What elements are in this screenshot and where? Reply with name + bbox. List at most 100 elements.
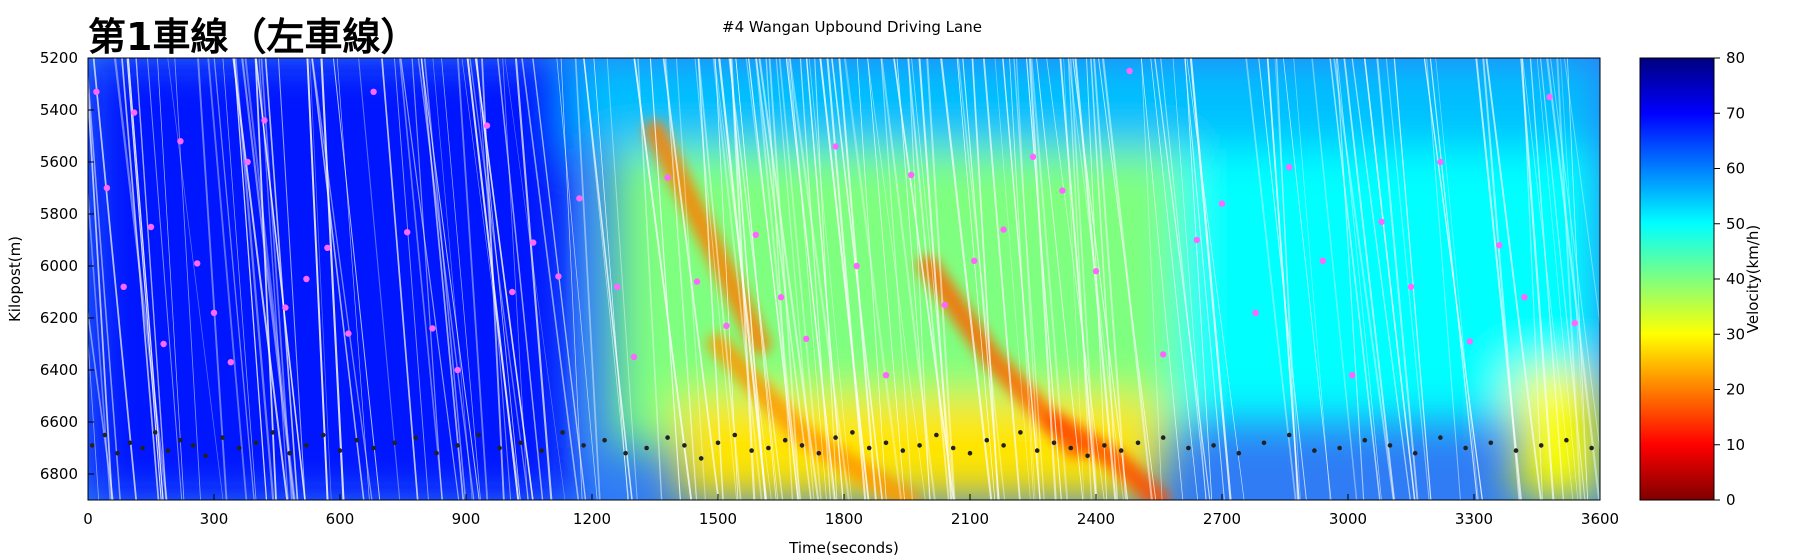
black-point [833, 435, 838, 440]
trajectory-streak [1485, 58, 1542, 500]
trajectory-streak [1529, 58, 1565, 500]
magenta-point [483, 122, 491, 129]
trajectory-streak [207, 58, 248, 500]
magenta-point [1193, 236, 1201, 244]
black-point [1068, 445, 1074, 451]
magenta-point [177, 138, 184, 145]
trajectory-streak [1028, 58, 1057, 500]
trajectory-streak [88, 68, 121, 500]
black-point [1186, 445, 1191, 451]
trajectory-streak [521, 58, 580, 500]
trajectory-streak [697, 58, 724, 500]
trajectory-streak [697, 58, 742, 500]
x-axis: 0 300 600 900 1200 1500 1800 2100 2400 2700 3000 33… [83, 494, 1619, 528]
colorbar-tick-label: 0 [1726, 491, 1736, 509]
magenta-point [693, 278, 701, 285]
black-point [1463, 445, 1468, 451]
congestion-wave [644, 119, 771, 355]
trajectory-streak [1282, 58, 1332, 500]
trajectory-streak [755, 58, 800, 500]
trajectory-streak [971, 58, 999, 500]
trajectory-streak [982, 58, 1021, 500]
trajectory-streak [432, 58, 473, 500]
trajectory-streak [765, 58, 794, 500]
trajectory-streak [911, 58, 955, 500]
trajectory-streak [1376, 58, 1419, 500]
black-point [89, 443, 95, 448]
magenta-point [244, 158, 251, 166]
trajectory-streak [1013, 58, 1045, 500]
magenta-point [1252, 309, 1259, 316]
magenta-point [971, 257, 978, 264]
trajectory-streak [1539, 58, 1586, 500]
trajectory-streak [197, 58, 228, 500]
trajectory-streak [336, 58, 370, 500]
trajectory-streak [88, 307, 114, 500]
trajectory-streak [649, 58, 681, 500]
black-point [178, 437, 183, 443]
black-point [1589, 445, 1594, 451]
trajectory-streak [583, 58, 633, 500]
trajectory-streak [867, 58, 926, 500]
black-point [220, 435, 225, 440]
magenta-point [194, 260, 201, 267]
black-point [1312, 448, 1317, 453]
trajectory-streak [174, 58, 201, 500]
black-point [602, 437, 607, 443]
trajectory-streak [748, 58, 799, 500]
black-point [799, 443, 805, 448]
colorbar [1639, 57, 1715, 501]
black-point [320, 432, 326, 438]
magenta-point [1378, 218, 1385, 225]
black-point [354, 437, 360, 443]
magenta-point [1319, 257, 1327, 264]
black-point [287, 450, 292, 456]
trajectory-streak [381, 58, 419, 500]
colorbar-axis: 0 10 20 30 40 50 60 70 80 [1714, 49, 1745, 509]
trajectory-streak [1059, 58, 1097, 500]
trajectory-streak [787, 58, 835, 500]
magenta-point [941, 301, 948, 309]
trajectory-streak [469, 58, 530, 500]
y-axis-label: Kilopost(m) [6, 236, 24, 322]
black-point [1051, 440, 1057, 446]
trajectory-streak [1563, 58, 1600, 327]
trajectory-streak [826, 58, 867, 500]
trajectory-streak [113, 58, 168, 500]
magenta-point [882, 372, 890, 379]
magenta-point [210, 309, 218, 316]
trajectory-streak [88, 185, 112, 500]
y-tick-label: 6600 [40, 413, 78, 431]
black-point [866, 445, 872, 451]
black-point [190, 443, 196, 448]
black-point [900, 448, 906, 453]
trajectory-streak [805, 58, 844, 500]
black-point [152, 430, 158, 435]
trajectory-streak [1140, 58, 1184, 500]
trajectory-streak [994, 58, 1031, 500]
black-point [140, 445, 145, 451]
black-point [967, 450, 973, 456]
colorbar-tick-label: 20 [1726, 381, 1745, 399]
trajectory-streak [758, 58, 820, 500]
trajectory-streak [1074, 58, 1117, 500]
trajectory-streak [1522, 58, 1574, 500]
trajectory-streak [146, 58, 183, 500]
trajectory-streak [1063, 58, 1085, 500]
trajectory-streak [867, 58, 905, 500]
magenta-point [131, 109, 138, 116]
trajectory-streak [1335, 58, 1365, 500]
trajectory-streak [1150, 58, 1199, 500]
black-point [1513, 448, 1519, 453]
trajectory-streak [306, 58, 329, 500]
trajectory-streak [1184, 58, 1213, 500]
trajectory-streak [1002, 58, 1041, 500]
colorbar-tick-label: 30 [1726, 325, 1745, 343]
black-point [1018, 430, 1023, 435]
trajectory-streak [574, 58, 601, 500]
trajectory-streak [135, 58, 168, 500]
trajectory-streak [1385, 58, 1430, 500]
black-point [476, 432, 481, 438]
black-point [782, 437, 788, 443]
trajectory-streak [88, 335, 100, 500]
